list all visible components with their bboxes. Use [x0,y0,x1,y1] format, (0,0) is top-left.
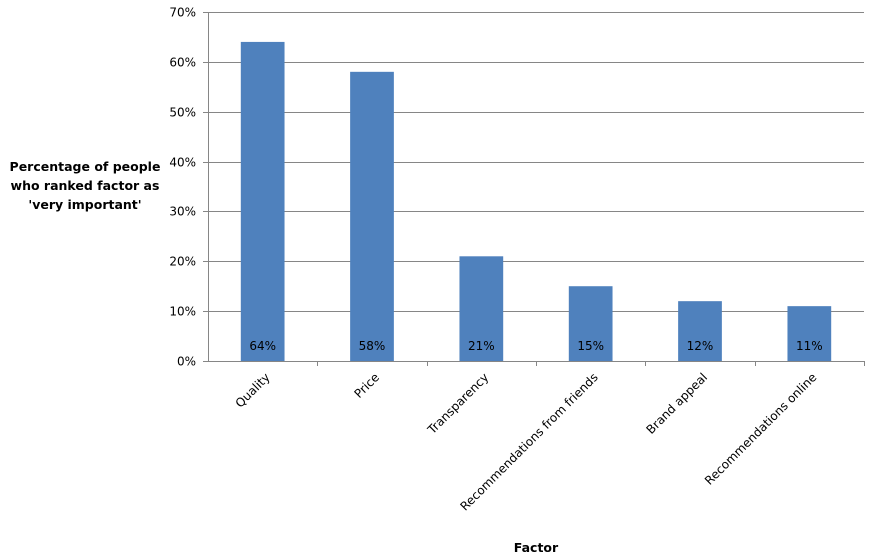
bar [787,306,832,361]
x-tick-label: Transparency [424,370,491,437]
bar [568,286,613,361]
y-tick-label: 50% [169,106,196,120]
y-tick-label: 10% [169,305,196,319]
bars [240,41,832,362]
data-label: 15% [577,339,604,353]
bar [350,71,394,361]
y-tick-label: 30% [169,205,196,219]
x-tick-label: Price [352,370,383,401]
x-tick-label: Brand appeal [643,370,710,437]
y-tick-label: 40% [169,156,196,170]
x-tick-label: Quality [233,370,273,410]
bar [678,301,722,361]
gridlines [208,12,864,312]
y-axis-label-line-3: 'very important' [28,197,141,212]
y-tick-label: 70% [169,6,196,20]
y-axis-label-line-2: who ranked factor as [11,178,160,193]
data-label: 21% [468,339,495,353]
x-tick-labels: Quality Price Transparency Recommendations … [233,370,820,513]
data-label: 11% [796,339,823,353]
y-tick-label: 20% [169,255,196,269]
data-label: 58% [359,339,386,353]
data-labels: 64% 58% 21% 15% 12% 11% [249,339,822,353]
x-tick-label: Recommendations online [702,370,819,487]
bar [459,256,504,361]
y-axis-label-line-1: Percentage of people [10,159,161,174]
y-tick-label: 0% [177,355,196,369]
y-tick-label: 60% [169,56,196,70]
bar [240,41,285,362]
data-label: 64% [249,339,276,353]
y-tick-labels: 0% 10% 20% 30% 40% 50% 60% 70% [169,6,196,369]
data-label: 12% [687,339,714,353]
axes [203,12,865,366]
x-axis-label: Factor [514,540,559,555]
